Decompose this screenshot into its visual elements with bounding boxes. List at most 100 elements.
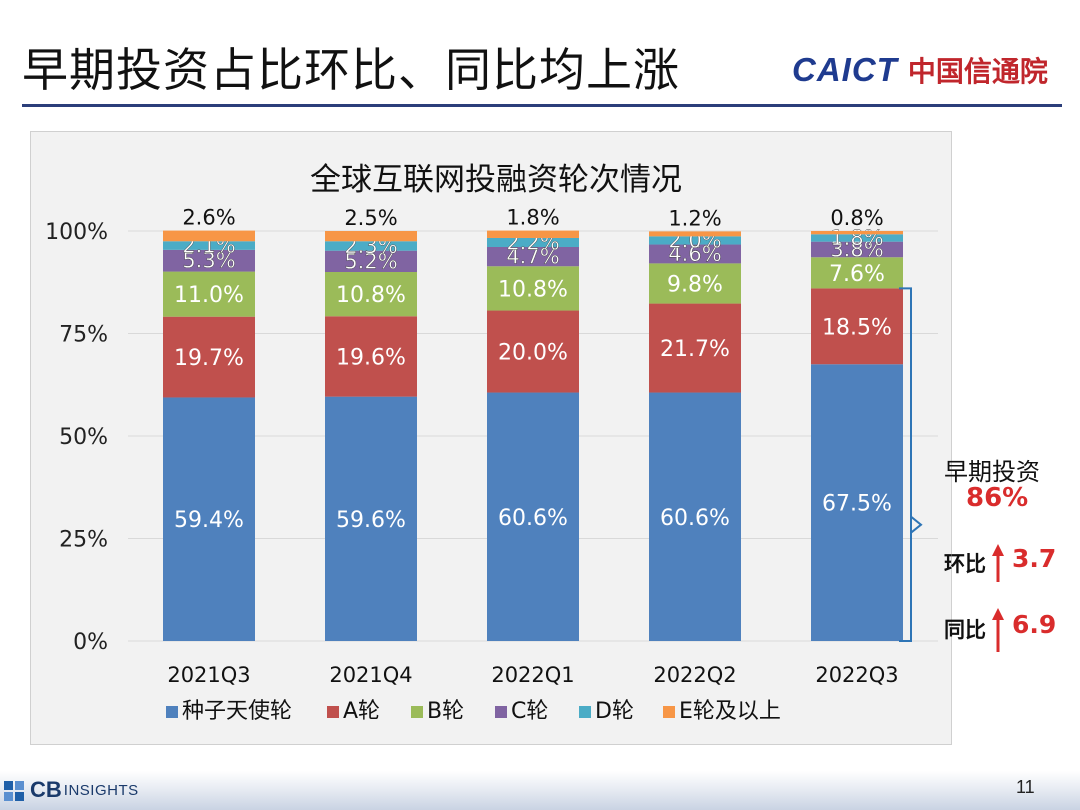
data-label: 19.6% [336,345,406,370]
qoq-label: 环比 [944,552,986,576]
data-label: 20.0% [498,341,568,366]
data-label: 60.6% [498,506,568,531]
bar-segment [487,392,579,641]
bar-segment [325,231,417,242]
bar-segment [163,249,255,272]
bar-segment [163,230,255,242]
cb-insights-logo: CB INSIGHTS [4,777,139,803]
bar-segment [325,241,417,251]
title-divider [22,104,1062,107]
slide-title: 早期投资占比环比、同比均上涨 [22,43,680,97]
data-label: 10.8% [336,283,406,308]
bar-segment [649,231,741,237]
bar-segment [649,303,741,393]
data-label: 1.8% [506,206,559,230]
yoy-label: 同比 [944,618,986,642]
y-tick-label: 25% [59,528,108,553]
bar-segment [325,272,417,317]
data-label: 19.7% [174,346,244,371]
bar-segment [811,234,903,242]
page-number: 11 [1016,777,1035,797]
bar-segment [163,397,255,641]
legend-label: A轮 [343,699,380,724]
legend-swatch [663,706,675,718]
data-label: 0.8% [830,206,883,230]
bar-segment [487,237,579,247]
bar-segment [649,236,741,245]
data-label: 2.5% [344,206,397,230]
x-tick-label: 2022Q1 [491,663,574,687]
data-label: 5.3% [182,249,235,273]
bar-segment [487,246,579,267]
data-label: 1.8% [830,226,883,250]
legend-label: D轮 [595,699,634,724]
bar-segment [811,364,903,641]
bar-segment [325,250,417,272]
logo-en-text: CAICT [792,51,898,88]
legend-swatch [579,706,591,718]
bar-segment [649,392,741,641]
x-tick-label: 2022Q3 [815,663,898,687]
bar-segment [811,231,903,235]
bar-segment [163,271,255,317]
legend-label: B轮 [427,699,464,724]
data-label: 21.7% [660,337,730,362]
y-tick-label: 0% [73,630,108,655]
x-tick-label: 2021Q4 [329,663,412,687]
bar-segment [163,241,255,250]
x-tick-label: 2022Q2 [653,663,736,687]
bar-segment [811,241,903,258]
bar-segment [163,316,255,398]
legend-swatch [327,706,339,718]
data-label: 7.6% [829,262,885,287]
data-label: 4.6% [668,242,721,266]
bar-segment [811,257,903,289]
cb-logo-subtext: INSIGHTS [63,781,139,799]
cb-logo-mark-icon [4,779,26,801]
data-label: 59.6% [336,508,406,533]
x-tick-label: 2021Q3 [167,663,250,687]
data-label: 4.7% [506,245,559,269]
cb-logo-text: CB [30,777,62,802]
chart-title: 全球互联网投融资轮次情况 [310,162,682,198]
bar-segment [811,288,903,365]
data-label: 9.8% [667,272,723,297]
bar-segment [325,396,417,641]
data-label: 1.2% [668,206,721,230]
y-tick-label: 100% [45,220,108,245]
early-investment-bracket [899,287,912,642]
legend-swatch [411,706,423,718]
yoy-value: 6.9 [1012,610,1057,639]
bar-segment [325,316,417,397]
data-label: 2.6% [182,206,235,230]
legend-label: 种子天使轮 [182,699,292,724]
y-tick-label: 50% [59,425,108,450]
footer-bar [0,771,1080,810]
legend-label: C轮 [511,699,548,724]
y-tick-label: 75% [59,323,108,348]
bar-segment [487,230,579,238]
early-investment-value: 86% [966,483,1029,513]
data-label: 10.8% [498,277,568,302]
caict-logo: CAICT 中国信通院 [792,48,1048,92]
data-label: 11.0% [174,283,244,308]
qoq-value: 3.7 [1012,544,1057,573]
qoq-up-arrow-icon [992,544,1004,582]
bracket-tip-icon [910,515,923,534]
logo-cn-text: 中国信通院 [907,55,1048,88]
legend-swatch [166,706,178,718]
bar-segment [487,266,579,311]
data-label: 5.2% [344,249,397,273]
bar-segment [649,263,741,304]
bar-segment [649,244,741,264]
data-label: 59.4% [174,508,244,533]
data-label: 18.5% [822,315,892,340]
early-investment-label: 早期投资 [944,458,1040,486]
yoy-up-arrow-icon [992,608,1004,652]
bar-segment [487,310,579,393]
legend-label: E轮及以上 [679,699,781,724]
data-label: 67.5% [822,492,892,517]
legend-swatch [495,706,507,718]
